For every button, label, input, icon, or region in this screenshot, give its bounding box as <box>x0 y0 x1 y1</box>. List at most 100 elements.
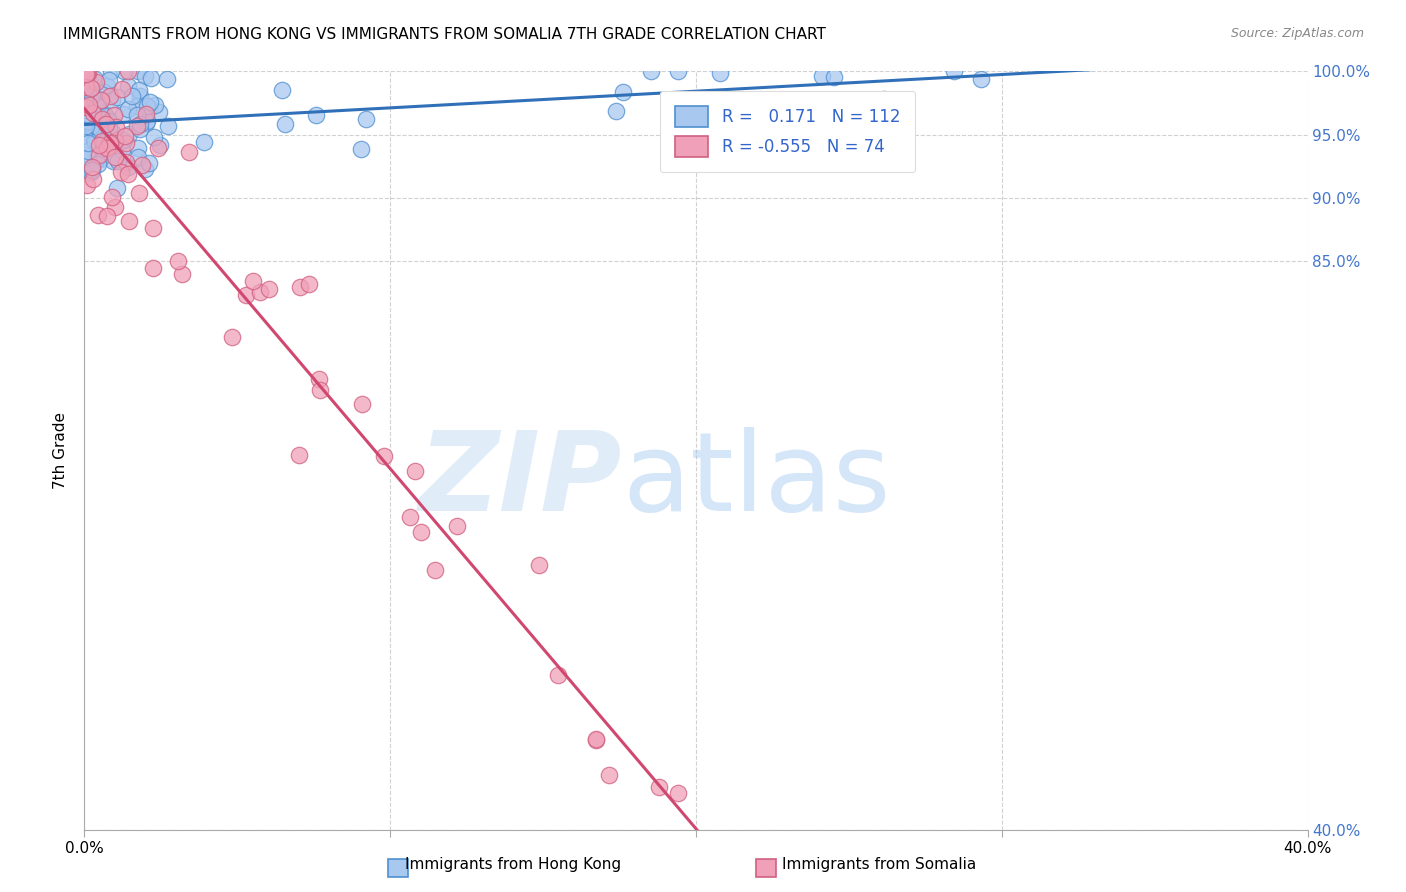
Point <box>970 72 993 87</box>
Point <box>121 88 143 103</box>
Point <box>157 119 180 133</box>
Point <box>172 268 194 282</box>
Point <box>127 150 149 164</box>
Point <box>87 123 110 137</box>
Point <box>103 153 125 168</box>
Point <box>529 558 551 573</box>
Point <box>79 93 101 107</box>
Point <box>114 136 136 151</box>
Point <box>80 87 103 102</box>
Point <box>138 95 160 110</box>
Point <box>177 145 200 159</box>
Point <box>96 117 118 131</box>
Point <box>86 99 108 113</box>
Legend: R =   0.171   N = 112, R = -0.555   N = 74: R = 0.171 N = 112, R = -0.555 N = 74 <box>661 91 915 172</box>
Point <box>75 96 97 111</box>
Point <box>666 787 689 801</box>
Point <box>98 136 121 150</box>
Point <box>111 81 134 95</box>
Point <box>423 563 446 577</box>
Point <box>91 130 114 145</box>
Point <box>114 155 136 169</box>
Text: IMMIGRANTS FROM HONG KONG VS IMMIGRANTS FROM SOMALIA 7TH GRADE CORRELATION CHART: IMMIGRANTS FROM HONG KONG VS IMMIGRANTS … <box>63 27 827 42</box>
Point <box>298 277 321 291</box>
Point <box>128 186 150 200</box>
Point <box>873 91 896 105</box>
Point <box>117 64 139 78</box>
Point <box>76 67 98 81</box>
Point <box>127 108 149 122</box>
Point <box>90 138 112 153</box>
Point <box>547 668 569 682</box>
Point <box>84 120 107 134</box>
Point <box>98 89 121 103</box>
Point <box>666 64 689 78</box>
Point <box>79 74 101 88</box>
Point <box>97 127 120 141</box>
Point <box>96 209 118 223</box>
Text: Immigrants from Hong Kong: Immigrants from Hong Kong <box>405 857 621 872</box>
Point <box>77 66 100 80</box>
Text: Immigrants from Somalia: Immigrants from Somalia <box>782 857 976 872</box>
Point <box>75 64 97 78</box>
Point <box>709 65 731 79</box>
Point <box>82 171 104 186</box>
Point <box>89 144 111 158</box>
Point <box>93 110 115 124</box>
Point <box>142 260 165 275</box>
Point <box>94 109 117 123</box>
Point <box>605 103 627 118</box>
Point <box>80 165 103 179</box>
Point <box>82 122 104 136</box>
Point <box>87 148 110 162</box>
Point <box>125 119 148 133</box>
Point <box>148 141 170 155</box>
Point <box>221 329 243 343</box>
Point <box>105 181 128 195</box>
Point <box>143 98 166 112</box>
Point <box>356 112 378 127</box>
Point <box>143 130 166 145</box>
Point <box>118 214 141 228</box>
Point <box>90 93 112 107</box>
Point <box>640 64 662 78</box>
Point <box>612 85 634 99</box>
Point <box>128 83 150 97</box>
Point <box>75 89 97 103</box>
Point <box>77 146 100 161</box>
Point <box>76 106 98 120</box>
Point <box>156 72 179 87</box>
Point <box>100 64 122 78</box>
Point <box>373 449 395 463</box>
Point <box>167 253 190 268</box>
Point <box>93 85 115 99</box>
Point <box>103 108 125 122</box>
Point <box>257 282 280 296</box>
Point <box>117 128 139 142</box>
Point <box>135 116 157 130</box>
Point <box>75 119 97 133</box>
Point <box>77 144 100 158</box>
Point <box>128 122 150 136</box>
Point <box>942 64 965 78</box>
Point <box>142 221 165 235</box>
Point <box>125 99 148 113</box>
Point <box>75 80 97 95</box>
Point <box>399 510 422 524</box>
Point <box>82 90 104 104</box>
Point <box>100 190 122 204</box>
Point <box>76 178 98 192</box>
Point <box>117 79 139 94</box>
Point <box>76 114 98 128</box>
Point <box>598 768 620 782</box>
Point <box>87 209 110 223</box>
Point <box>87 98 110 112</box>
Point <box>287 448 309 462</box>
Point <box>89 121 111 136</box>
Point <box>91 134 114 148</box>
Point <box>585 732 607 747</box>
Text: ZIP: ZIP <box>419 427 623 534</box>
Point <box>91 112 114 126</box>
Point <box>308 371 330 385</box>
Text: atlas: atlas <box>623 427 891 534</box>
